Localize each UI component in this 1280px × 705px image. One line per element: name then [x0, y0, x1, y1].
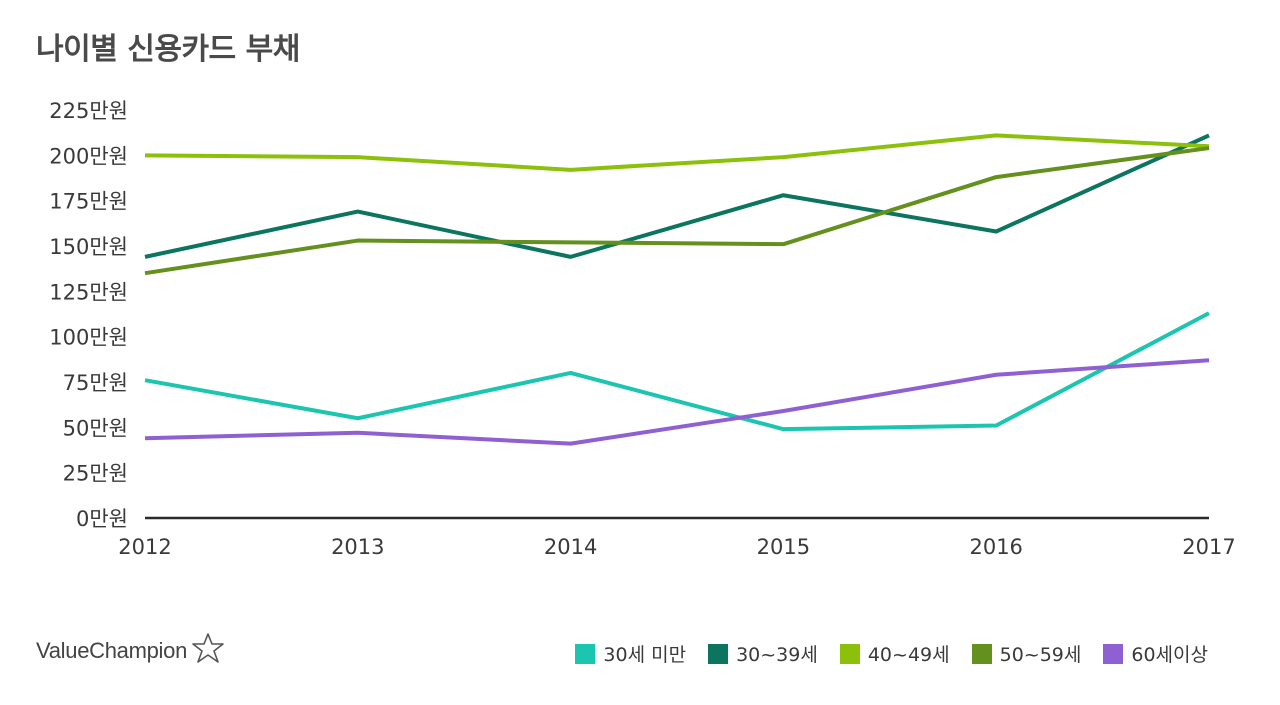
series-line-1: [144, 311, 1210, 432]
series-line-5: [144, 358, 1210, 446]
y-tick-label: 225만원: [49, 99, 128, 123]
legend-item: 30세 미만: [575, 640, 686, 667]
legend-swatch: [575, 643, 596, 664]
chart-title: 나이별 신용카드 부채: [36, 32, 300, 67]
y-tick-label: 175만원: [49, 190, 128, 214]
y-tick-label: 50만원: [63, 416, 128, 440]
y-tick-label: 0만원: [76, 507, 128, 531]
chart-legend: 30세 미만 30~39세 40~49세 50~59세 60세이상: [575, 640, 1208, 667]
brand-logo: ValueChampion: [36, 632, 225, 669]
legend-label: 40~49세: [867, 644, 950, 666]
y-tick-label: 125만원: [49, 280, 128, 304]
series-lines: [144, 133, 1210, 446]
y-tick-label: 150만원: [49, 235, 128, 259]
legend-item: 30~39세: [708, 640, 818, 667]
legend-swatch: [839, 643, 860, 664]
star-outline-icon: [191, 632, 225, 669]
legend-item: 60세이상: [1103, 640, 1208, 667]
legend-label: 50~59세: [999, 644, 1082, 666]
y-axis-ticks: 0만원 25만원 50만원 75만원 100만원 125만원 150만원 175만원 200만원…: [49, 99, 128, 531]
x-tick-label: 2017: [1182, 535, 1235, 559]
x-tick-label: 2012: [118, 535, 171, 559]
x-tick-label: 2013: [331, 535, 384, 559]
y-tick-label: 200만원: [49, 144, 128, 168]
legend-swatch: [1103, 643, 1124, 664]
y-tick-label: 25만원: [63, 462, 128, 486]
legend-label: 60세이상: [1131, 644, 1208, 666]
legend-label: 30~39세: [736, 644, 818, 666]
series-line-4: [144, 146, 1210, 276]
x-tick-label: 2016: [969, 535, 1022, 559]
legend-label: 30세 미만: [603, 644, 687, 666]
x-tick-label: 2015: [757, 535, 810, 559]
brand-name: ValueChampion: [36, 637, 188, 663]
legend-swatch: [971, 643, 992, 664]
series-line-3: [144, 133, 1210, 172]
y-tick-label: 100만원: [49, 326, 128, 350]
series-line-2: [144, 133, 1210, 259]
x-axis-ticks: 2012 2013 2014 2015 2016 2017: [118, 535, 1235, 559]
legend-item: 40~49세: [839, 640, 950, 667]
legend-item: 50~59세: [971, 640, 1082, 667]
y-tick-label: 75만원: [63, 371, 128, 395]
x-tick-label: 2014: [544, 535, 597, 559]
legend-swatch: [708, 643, 729, 664]
